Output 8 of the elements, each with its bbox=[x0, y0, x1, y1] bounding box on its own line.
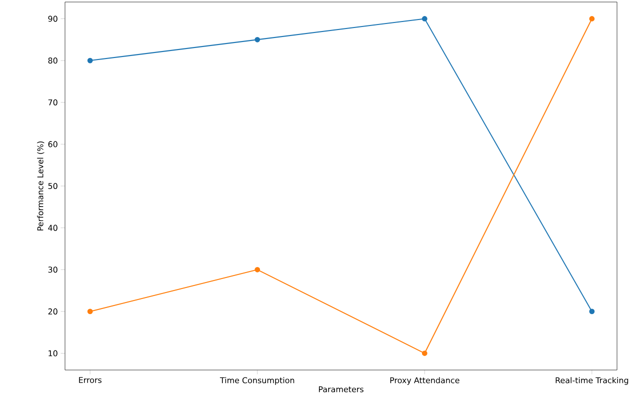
point bbox=[589, 16, 595, 22]
point bbox=[254, 36, 260, 42]
point bbox=[87, 308, 93, 314]
point bbox=[422, 350, 428, 356]
point bbox=[422, 16, 428, 22]
point bbox=[87, 58, 93, 64]
point bbox=[254, 266, 260, 272]
point bbox=[589, 308, 595, 314]
